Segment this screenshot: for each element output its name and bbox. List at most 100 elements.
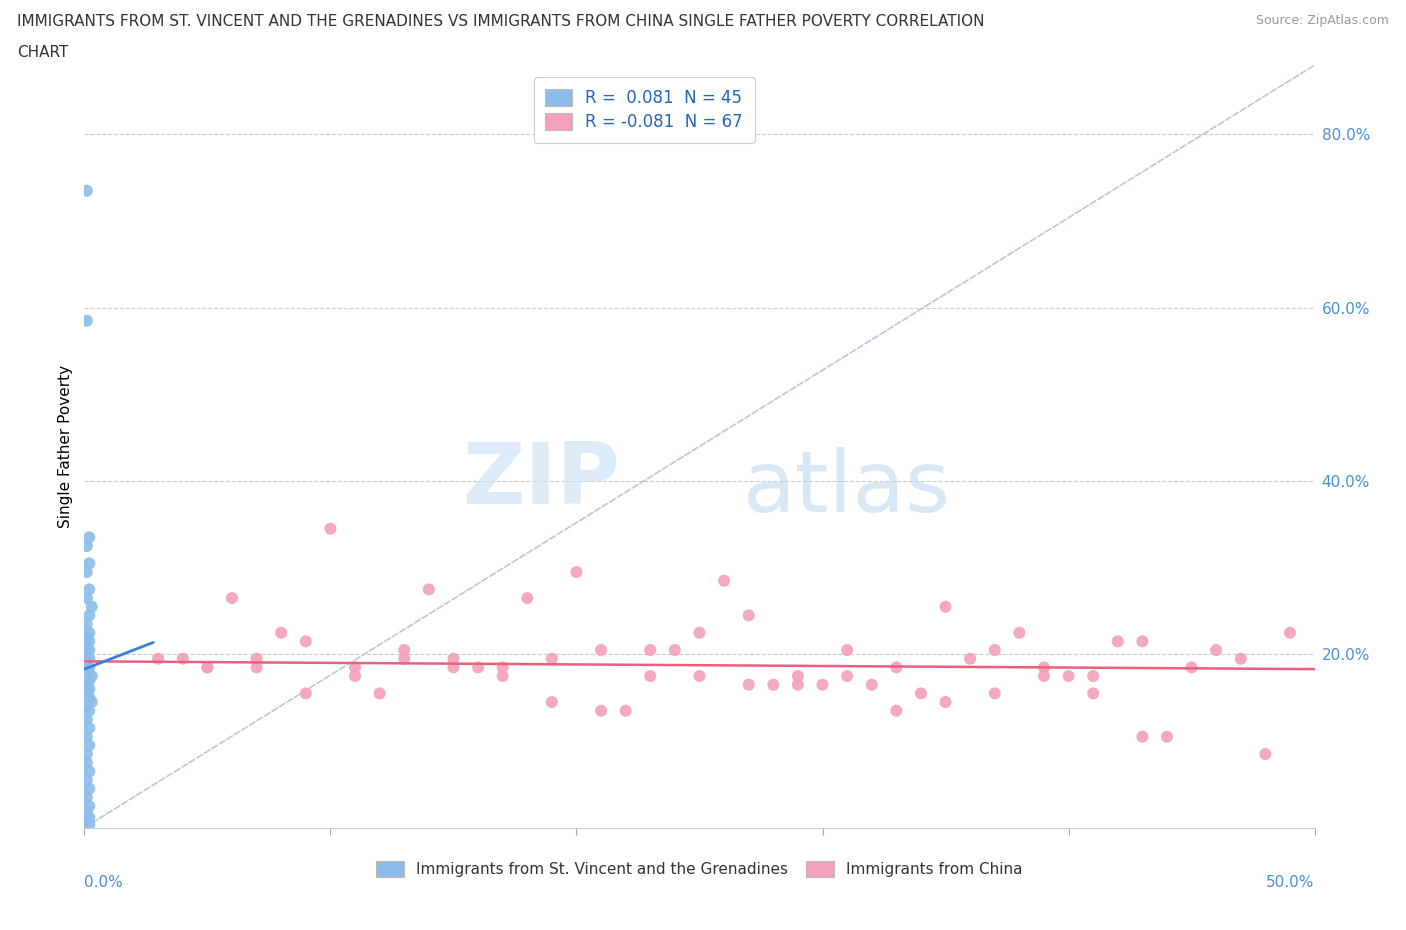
Point [79,737,101,752]
Point [984,643,1007,658]
Point [76,729,98,744]
Point [910,686,932,701]
Point [689,625,711,640]
Point [79,673,101,688]
Point [79,625,101,640]
Point [738,608,761,623]
Point [516,591,538,605]
Point [787,669,810,684]
Point [614,703,637,718]
Point [76,638,98,653]
Text: CHART: CHART [17,45,69,60]
Point [76,677,98,692]
Point [565,565,588,579]
Point [1156,729,1178,744]
Point [76,664,98,679]
Point [270,625,292,640]
Point [319,522,342,537]
Point [76,313,98,328]
Point [959,651,981,666]
Point [79,530,101,545]
Point [79,608,101,623]
Point [837,643,859,658]
Point [221,591,243,605]
Point [246,651,269,666]
Point [418,582,440,597]
Point [79,556,101,571]
Point [79,817,101,831]
Point [76,790,98,804]
Point [76,686,98,701]
Point [368,686,391,701]
Point [79,651,101,666]
Point [541,695,564,710]
Point [762,677,785,692]
Point [394,651,416,666]
Point [76,814,98,829]
Point [295,634,318,649]
Point [76,656,98,671]
Point [197,660,219,675]
Point [79,690,101,705]
Point [76,647,98,662]
Point [79,721,101,736]
Point [443,660,465,675]
Point [1181,660,1204,675]
Point [1083,669,1105,684]
Point [76,630,98,644]
Point [76,591,98,605]
Point [886,703,908,718]
Point [492,669,515,684]
Point [1033,669,1056,684]
Point [344,669,367,684]
Point [76,565,98,579]
Point [76,538,98,553]
Point [1229,651,1253,666]
Point [79,634,101,649]
Point [886,660,908,675]
Point [787,677,810,692]
Point [664,643,686,658]
Text: atlas: atlas [744,446,950,530]
Point [172,651,194,666]
Point [935,695,957,710]
Point [79,764,101,778]
Point [541,651,564,666]
Point [197,660,219,675]
Point [1083,686,1105,701]
Point [1033,660,1056,675]
Point [76,804,98,819]
Text: Source: ZipAtlas.com: Source: ZipAtlas.com [1256,14,1389,27]
Point [76,617,98,631]
Point [467,660,489,675]
Point [246,660,269,675]
Point [860,677,883,692]
Point [79,781,101,796]
Point [1130,634,1153,649]
Point [443,651,465,666]
Point [713,573,735,588]
Point [76,747,98,762]
Point [76,699,98,714]
Point [76,755,98,770]
Legend: Immigrants from St. Vincent and the Grenadines, Immigrants from China: Immigrants from St. Vincent and the Gren… [368,854,1031,884]
Point [738,677,761,692]
Point [80,669,103,684]
Text: 50.0%: 50.0% [1267,875,1315,890]
Text: 0.0%: 0.0% [84,875,124,890]
Point [1130,729,1153,744]
Point [1279,625,1302,640]
Point [80,599,103,614]
Point [935,599,957,614]
Point [1205,643,1227,658]
Point [79,643,101,658]
Point [79,703,101,718]
Point [344,660,367,675]
Text: ZIP: ZIP [461,439,620,523]
Point [689,669,711,684]
Point [148,651,170,666]
Point [76,183,98,198]
Point [76,712,98,727]
Point [79,799,101,814]
Point [79,682,101,697]
